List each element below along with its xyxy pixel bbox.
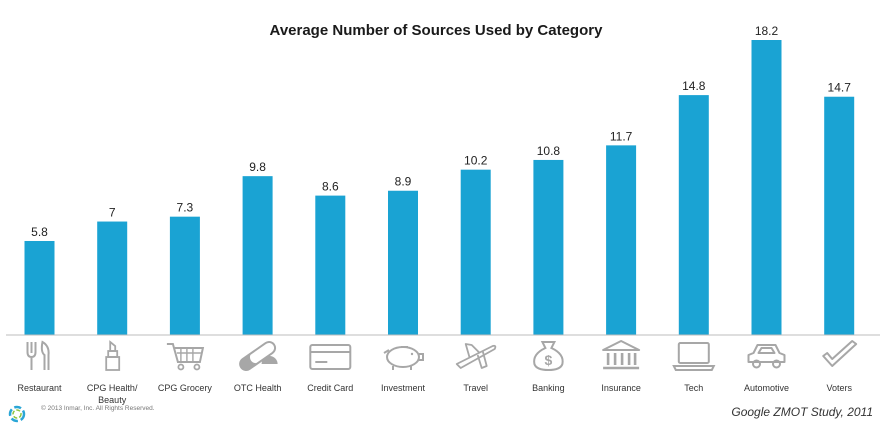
- category-label: Voters: [826, 383, 852, 393]
- bar: [678, 95, 709, 335]
- category-labels-group: Restaurant CPG Health/Beauty CPG Grocery OT…: [17, 383, 852, 405]
- fork-knife-icon: [26, 340, 50, 370]
- bar: [242, 176, 273, 335]
- bar: [606, 145, 637, 335]
- bar: [169, 216, 200, 335]
- bar: [24, 240, 55, 335]
- category-label-line: Restaurant: [17, 383, 62, 393]
- svg-text:$: $: [545, 352, 553, 368]
- data-label: 18.2: [755, 24, 779, 38]
- category-label-line: Credit Card: [307, 383, 353, 393]
- data-label: 11.7: [610, 129, 633, 143]
- bank-building-icon: [602, 340, 641, 370]
- bar: [824, 96, 855, 335]
- source-note: Google ZMOT Study, 2011: [731, 405, 873, 419]
- category-label: Restaurant: [17, 383, 62, 393]
- category-label-line: Beauty: [98, 395, 127, 405]
- data-label: 8.9: [395, 175, 412, 189]
- category-icons-group: $: [26, 340, 858, 372]
- shopping-cart-icon: [166, 343, 205, 371]
- bar: [533, 159, 564, 335]
- category-label: CPG Health/Beauty: [87, 383, 138, 405]
- piggy-bank-icon: [383, 346, 424, 370]
- data-label: 14.8: [682, 79, 706, 93]
- copyright-text: © 2013 Inmar, Inc. All Rights Reserved.: [41, 404, 155, 412]
- checkmark-icon: [822, 340, 858, 367]
- category-label: Tech: [684, 383, 703, 393]
- category-label-line: CPG Health/: [87, 383, 138, 393]
- category-label-line: Travel: [463, 383, 488, 393]
- money-bag-icon: $: [533, 341, 564, 372]
- bar: [460, 169, 491, 335]
- category-label: Banking: [532, 383, 565, 393]
- category-label: Automotive: [744, 383, 789, 393]
- category-label: OTC Health: [234, 383, 282, 393]
- bar: [388, 190, 418, 335]
- data-label: 10.2: [464, 154, 488, 168]
- lipstick-icon: [105, 340, 121, 371]
- airplane-icon: [455, 343, 497, 369]
- category-label-line: OTC Health: [234, 383, 282, 393]
- category-label: Travel: [463, 383, 488, 393]
- category-label-line: Banking: [532, 383, 565, 393]
- data-label: 8.6: [322, 180, 339, 194]
- laptop-icon: [672, 342, 716, 371]
- category-label: CPG Grocery: [158, 383, 213, 393]
- data-label: 7.3: [177, 201, 194, 215]
- chart-title: Average Number of Sources Used by Catego…: [270, 22, 604, 39]
- credit-card-icon: [309, 344, 352, 370]
- bars-group: 5.8 7 7.3 9.8 8.6 8.9 10.2 10.8 11.7 14.8 18.2 14.7: [24, 24, 855, 335]
- category-label: Insurance: [601, 383, 641, 393]
- pill-icon: [239, 340, 278, 372]
- category-label-line: Voters: [826, 383, 852, 393]
- category-label: Investment: [381, 383, 426, 393]
- category-label-line: Tech: [684, 383, 703, 393]
- data-label: 7: [109, 206, 116, 220]
- category-label-line: Investment: [381, 383, 426, 393]
- data-label: 5.8: [31, 225, 48, 239]
- data-label: 9.8: [249, 160, 266, 174]
- category-label: Credit Card: [307, 383, 353, 393]
- bar: [751, 40, 782, 335]
- data-label: 14.7: [828, 81, 852, 95]
- data-label: 10.8: [537, 144, 561, 158]
- car-icon: [747, 344, 786, 369]
- category-label-line: Insurance: [601, 383, 641, 393]
- bar: [97, 221, 128, 335]
- inmar-logo: [8, 405, 26, 423]
- bar: [315, 195, 346, 335]
- category-label-line: CPG Grocery: [158, 383, 213, 393]
- category-label-line: Automotive: [744, 383, 789, 393]
